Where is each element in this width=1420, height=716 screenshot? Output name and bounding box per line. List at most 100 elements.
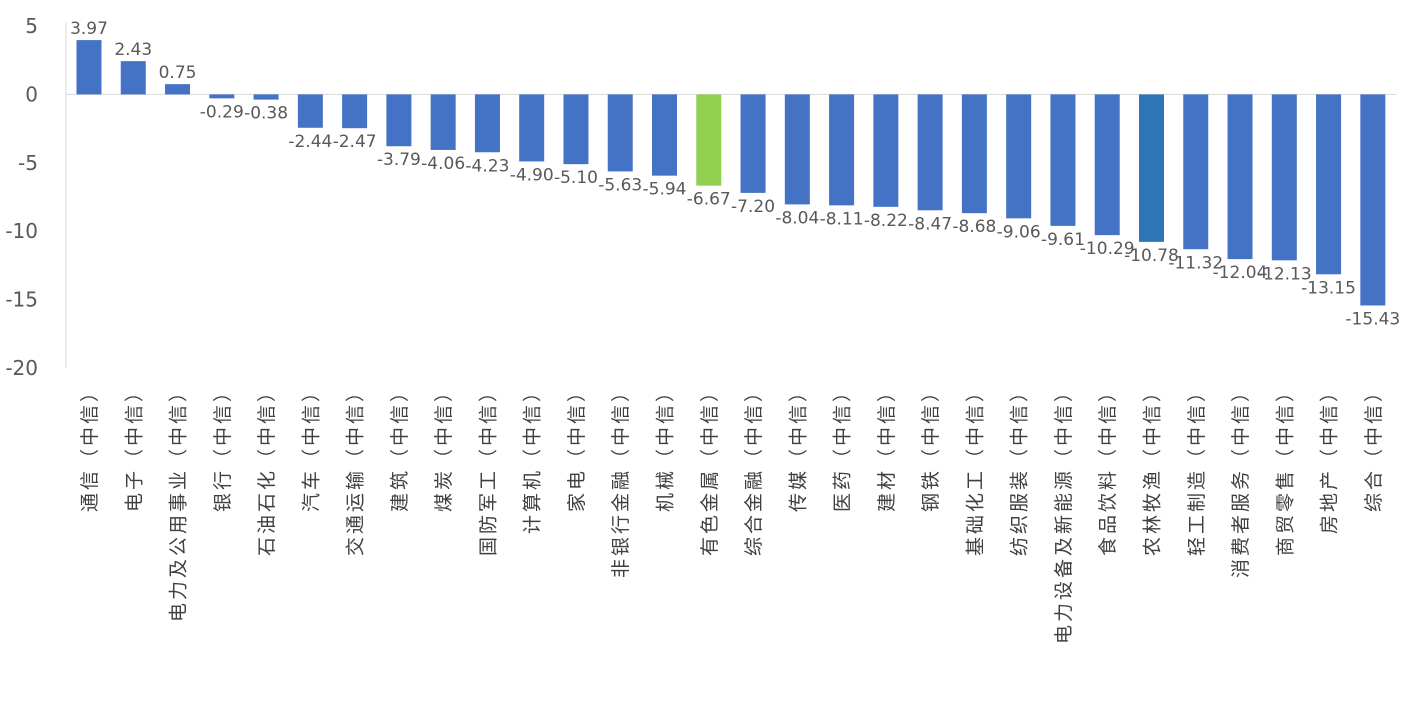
- category-label: 房地产（中信）: [1319, 380, 1341, 534]
- data-label: -8.47: [908, 214, 952, 234]
- bar: [607, 94, 633, 172]
- bar: [917, 94, 943, 211]
- category-label: 银行（中信）: [212, 380, 234, 512]
- data-label: -2.47: [333, 132, 377, 152]
- bar: [563, 94, 589, 165]
- y-tick-label: 0: [25, 82, 38, 106]
- bar: [652, 94, 678, 176]
- data-label: -9.61: [1041, 230, 1085, 250]
- category-label: 商贸零售（中信）: [1274, 380, 1296, 556]
- bar: [1050, 94, 1076, 226]
- bar: [342, 94, 368, 129]
- category-label: 电力设备及新能源（中信）: [1053, 380, 1075, 644]
- data-label: -4.90: [510, 165, 554, 185]
- bar: [740, 94, 766, 193]
- data-label: -5.94: [643, 180, 687, 200]
- bar: [209, 94, 235, 99]
- bar: [474, 94, 500, 153]
- bar: [873, 94, 899, 207]
- category-label: 轻工制造（中信）: [1186, 380, 1208, 556]
- category-label: 消费者服务（中信）: [1230, 380, 1252, 578]
- category-label: 国防军工（中信）: [477, 380, 499, 556]
- category-label: 非银行金融（中信）: [610, 380, 632, 578]
- data-label: -10.29: [1080, 239, 1135, 259]
- bar: [1183, 94, 1209, 250]
- category-label: 石油石化（中信）: [256, 380, 278, 556]
- bar: [120, 61, 146, 95]
- bars: [76, 40, 1386, 306]
- category-label: 计算机（中信）: [522, 380, 544, 534]
- data-label: -9.06: [997, 222, 1041, 242]
- bar: [1094, 94, 1120, 236]
- data-label: -0.29: [200, 102, 244, 122]
- bar: [829, 94, 855, 206]
- category-label: 煤炭（中信）: [433, 380, 455, 512]
- bar: [1316, 94, 1342, 275]
- data-label: 0.75: [159, 63, 197, 83]
- bar: [386, 94, 412, 147]
- category-label: 电力及公用事业（中信）: [168, 380, 190, 622]
- bar: [1360, 94, 1386, 306]
- category-label: 基础化工（中信）: [964, 380, 986, 556]
- data-label: -11.32: [1168, 253, 1223, 273]
- category-label: 纺织服装（中信）: [1009, 380, 1031, 556]
- data-label: -2.44: [288, 132, 332, 152]
- y-tick-label: -10: [5, 219, 38, 243]
- data-label: -0.38: [244, 104, 288, 124]
- bar: [165, 84, 191, 95]
- data-label: -8.68: [952, 217, 996, 237]
- y-tick-label: -15: [5, 288, 38, 312]
- category-label: 交通运输（中信）: [345, 380, 367, 556]
- bar: [297, 94, 323, 128]
- bar: [784, 94, 810, 205]
- bar: [696, 94, 722, 186]
- category-label: 建筑（中信）: [389, 380, 411, 512]
- category-label: 传媒（中信）: [787, 380, 809, 512]
- data-labels: 3.972.430.75-0.29 -0.38-2.44 -2.47-3.79 -4.…: [70, 19, 1400, 329]
- data-label: -7.20: [731, 197, 775, 217]
- category-label: 综合金融（中信）: [743, 380, 765, 556]
- data-label: -12.04: [1213, 263, 1268, 283]
- category-label: 机械（中信）: [655, 380, 677, 512]
- bar: [76, 40, 102, 95]
- bar: [1271, 94, 1297, 261]
- data-label: -8.11: [820, 209, 864, 229]
- data-label: -8.22: [864, 211, 908, 231]
- bar: [253, 94, 279, 100]
- category-label: 农林牧渔（中信）: [1141, 380, 1163, 556]
- data-label: -4.06: [421, 154, 465, 174]
- bar: [1227, 94, 1253, 260]
- bar: [1138, 94, 1164, 242]
- y-tick-label: -5: [18, 151, 38, 175]
- data-label: 2.43: [114, 40, 152, 60]
- bar: [430, 94, 456, 150]
- category-label: 钢铁（中信）: [920, 380, 942, 512]
- category-label: 家电（中信）: [566, 380, 588, 512]
- y-tick-label: -20: [5, 356, 38, 380]
- category-label: 医药（中信）: [832, 380, 854, 512]
- category-label: 食品饮料（中信）: [1097, 380, 1119, 556]
- category-label: 汽车（中信）: [300, 380, 322, 512]
- data-label: -6.67: [687, 190, 731, 210]
- bar: [519, 94, 545, 162]
- data-label: -5.63: [598, 175, 642, 195]
- data-label: -4.23: [465, 156, 509, 176]
- category-labels: 通信（中信） 电子（中信） 电力及公用事业（中信） 银行（中信） 石油石化（中信） 汽车（…: [79, 380, 1385, 644]
- data-label: -5.10: [554, 168, 598, 188]
- data-label: -13.15: [1301, 278, 1356, 298]
- data-label: -3.79: [377, 150, 421, 170]
- data-label: -8.04: [775, 208, 819, 228]
- data-label: 3.97: [70, 19, 108, 39]
- y-tick-label: 5: [25, 14, 38, 38]
- category-label: 有色金属（中信）: [699, 380, 721, 556]
- data-label: -15.43: [1345, 309, 1400, 329]
- bar: [961, 94, 987, 214]
- data-label: -10.78: [1124, 246, 1179, 266]
- category-label: 综合（中信）: [1363, 380, 1385, 512]
- y-axis: 5 0 -5 -10 -15 -20: [5, 14, 1397, 380]
- category-label: 电子（中信）: [123, 380, 145, 512]
- bar: [1006, 94, 1032, 219]
- data-label: -12.13: [1257, 264, 1312, 284]
- category-label: 通信（中信）: [79, 380, 101, 512]
